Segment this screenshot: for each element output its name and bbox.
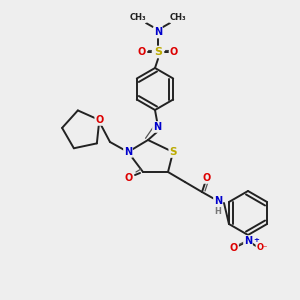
Text: O⁻: O⁻ — [256, 244, 268, 253]
Text: CH₃: CH₃ — [170, 14, 186, 22]
Text: +: + — [253, 237, 259, 243]
Text: O: O — [125, 173, 133, 183]
Text: N: N — [214, 196, 222, 206]
Text: S: S — [169, 147, 177, 157]
Text: S: S — [154, 47, 162, 57]
Text: CH₃: CH₃ — [130, 14, 146, 22]
Text: O: O — [203, 173, 211, 183]
Text: O: O — [170, 47, 178, 57]
Text: N: N — [153, 122, 161, 132]
Text: O: O — [230, 243, 238, 253]
Text: O: O — [95, 115, 103, 125]
Text: N: N — [154, 27, 162, 37]
Text: H: H — [214, 206, 221, 215]
Text: N: N — [244, 236, 252, 246]
Text: O: O — [138, 47, 146, 57]
Text: N: N — [124, 147, 132, 157]
